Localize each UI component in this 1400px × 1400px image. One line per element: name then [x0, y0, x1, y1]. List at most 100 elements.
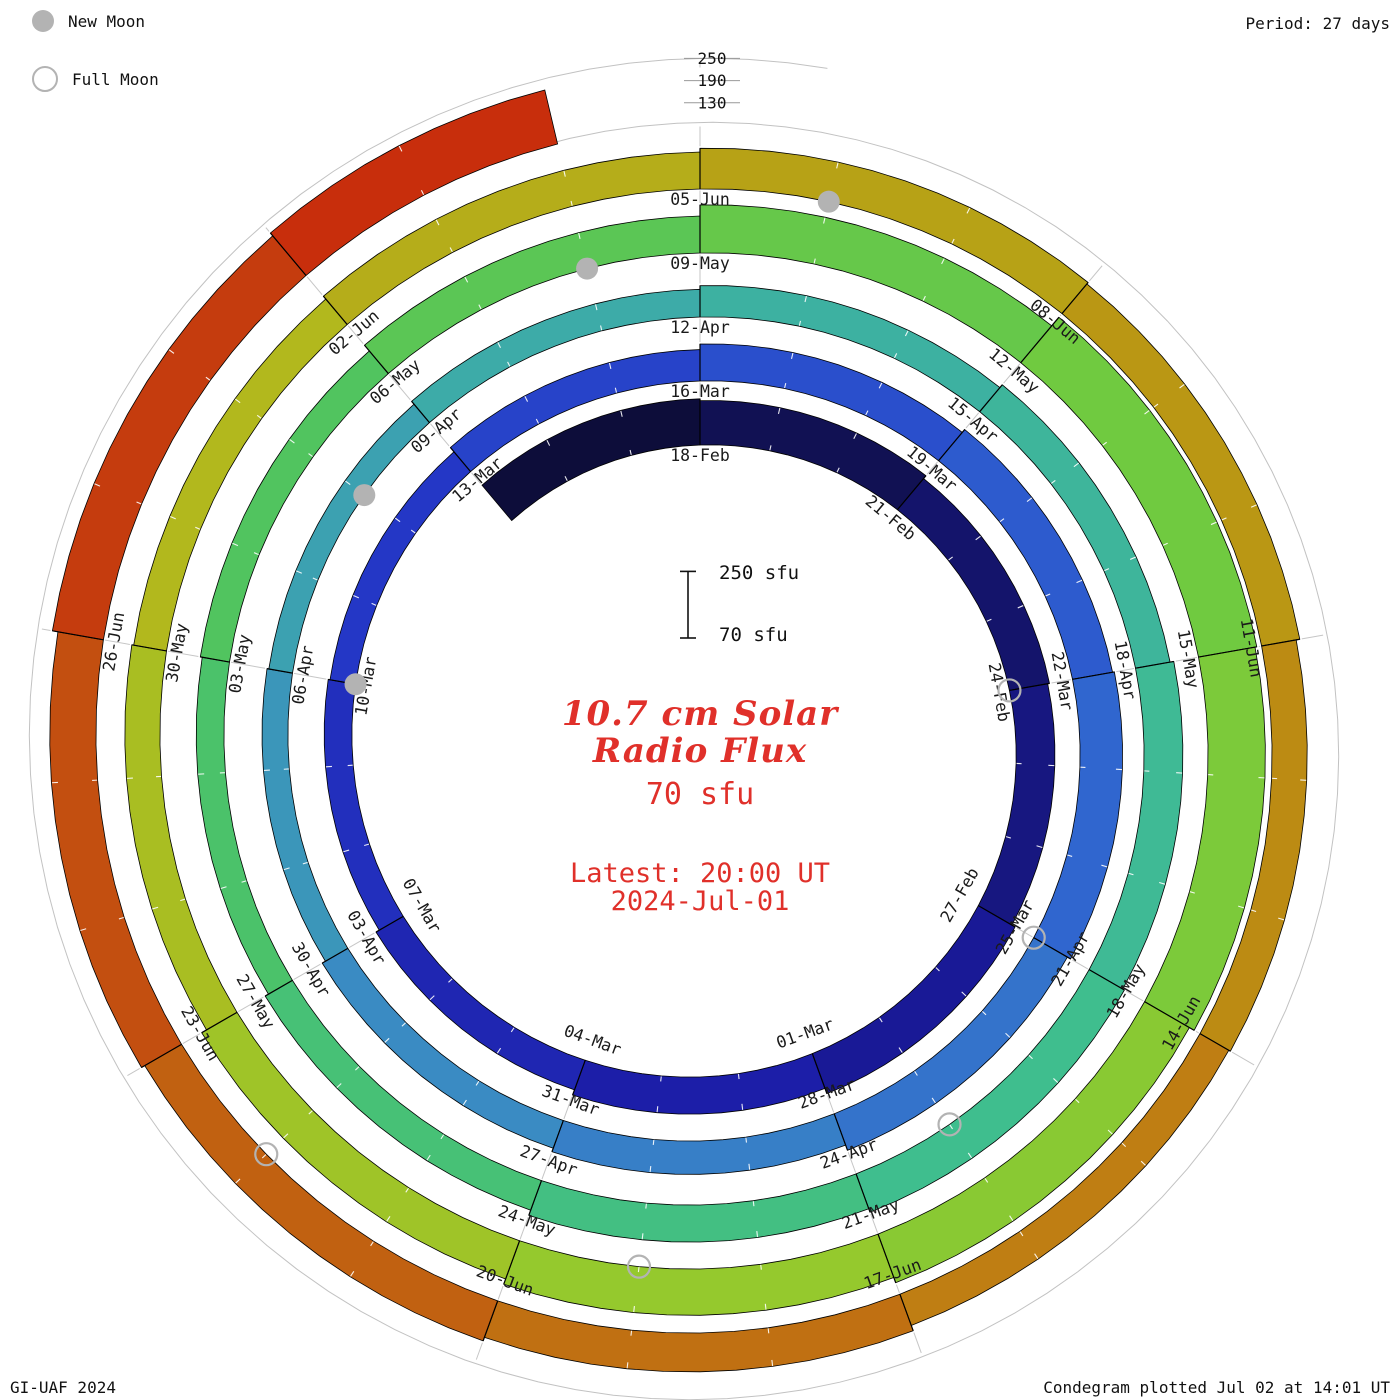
gap-gridline-tick [238, 996, 264, 1013]
gap-gridline-tick [347, 325, 364, 344]
daily-tick [345, 480, 351, 486]
daily-tick [496, 1047, 502, 1054]
full-moon-marker [626, 1254, 652, 1279]
daily-tick [975, 535, 981, 541]
daily-tick [893, 353, 898, 359]
date-label: 04-Mar [561, 1021, 624, 1059]
daily-tick [949, 1124, 953, 1130]
daily-tick [649, 1166, 652, 1173]
daily-tick [769, 445, 772, 451]
gap-gridline-tick [1089, 265, 1103, 282]
gap-gridline-tick [293, 672, 327, 680]
daily-tick [94, 483, 101, 487]
spiral-segment [551, 1113, 847, 1175]
segment-boundary-tick [482, 1300, 499, 1342]
segment-boundary-tick [979, 384, 1003, 413]
daily-tick [961, 991, 967, 997]
daily-tick [948, 556, 953, 561]
daily-tick [1036, 845, 1043, 849]
gap-gridline-tick [471, 472, 482, 484]
daily-tick [510, 1027, 515, 1033]
daily-tick [1034, 1253, 1039, 1260]
gap-gridline-tick [1072, 959, 1089, 970]
daily-tick [410, 529, 416, 534]
daily-tick [637, 1267, 640, 1273]
segment-boundary-tick [1033, 937, 1071, 960]
segment-boundary-tick [899, 1293, 914, 1331]
date-label: 09-May [670, 254, 730, 273]
daily-tick [497, 342, 501, 349]
daily-tick [371, 602, 377, 606]
segment-boundary-tick [528, 1180, 543, 1216]
daily-tick [1045, 593, 1051, 597]
daily-tick [865, 410, 869, 416]
daily-tick [1278, 917, 1285, 921]
daily-tick [235, 1178, 241, 1184]
daily-tick [630, 1330, 633, 1336]
gap-gridline-tick [1051, 679, 1072, 684]
latest-time-text: Latest: 20:00 UT [569, 858, 831, 889]
daily-tick [350, 1271, 355, 1277]
daily-tick [1140, 1160, 1146, 1166]
daily-tick [343, 849, 350, 853]
daily-tick [745, 1137, 748, 1143]
daily-tick [1121, 1142, 1127, 1147]
credit-text: GI-UAF 2024 [10, 1378, 116, 1397]
daily-tick [660, 1076, 662, 1082]
daily-tick [386, 1216, 391, 1222]
daily-tick [563, 170, 566, 177]
daily-tick [898, 1047, 903, 1053]
daily-tick [253, 552, 259, 556]
daily-tick [449, 247, 453, 253]
segment-boundary-tick [503, 1240, 521, 1285]
daily-tick [394, 517, 401, 523]
daily-tick [878, 1017, 883, 1023]
daily-tick [1162, 542, 1168, 546]
date-label: 12-Apr [670, 318, 730, 337]
daily-tick [1238, 905, 1245, 909]
spiral-segment [503, 1233, 895, 1316]
daily-tick [804, 295, 807, 303]
daily-tick [118, 916, 124, 920]
segment-boundary-tick [269, 232, 307, 276]
daily-tick [170, 515, 176, 520]
daily-tick [220, 886, 227, 890]
new-moon-marker [817, 190, 840, 213]
daily-tick [741, 1103, 744, 1110]
spiral-segment [269, 89, 559, 277]
daily-tick [570, 200, 573, 206]
scalebar-min-label: 70 sfu [719, 624, 788, 646]
daily-tick [1128, 872, 1134, 876]
daily-tick [524, 396, 529, 402]
daily-tick [426, 1154, 431, 1161]
daily-tick [1076, 579, 1083, 584]
segment-boundary-tick [572, 1060, 586, 1096]
segment-boundary-tick [264, 979, 293, 997]
daily-tick [1159, 881, 1166, 885]
daily-tick [80, 928, 87, 932]
gap-gridline-tick [230, 661, 266, 669]
plotted-text: Condegram plotted Jul 02 at 14:01 UT [1043, 1378, 1390, 1397]
gap-gridline-tick [497, 1285, 504, 1300]
gap-gridline-tick [388, 374, 411, 401]
gap-gridline-tick [293, 963, 321, 981]
full-moon-marker [937, 1112, 962, 1137]
daily-tick [296, 570, 302, 574]
spiral-segment [811, 905, 1016, 1095]
daily-tick [312, 577, 318, 581]
daily-tick [256, 414, 262, 419]
daily-tick [1028, 1054, 1033, 1060]
daily-tick [1153, 403, 1159, 408]
daily-tick [195, 526, 201, 530]
gap-gridline-tick [127, 1068, 141, 1077]
daily-tick [370, 1241, 374, 1247]
segment-boundary-tick [449, 447, 472, 472]
daily-tick [1144, 410, 1150, 415]
gap-gridline-tick [1125, 990, 1144, 1002]
daily-tick [1102, 441, 1107, 446]
daily-tick [771, 1359, 774, 1367]
daily-tick [813, 258, 816, 264]
daily-tick [1210, 521, 1217, 526]
daily-tick [748, 1163, 751, 1170]
daily-tick [645, 1203, 647, 1209]
